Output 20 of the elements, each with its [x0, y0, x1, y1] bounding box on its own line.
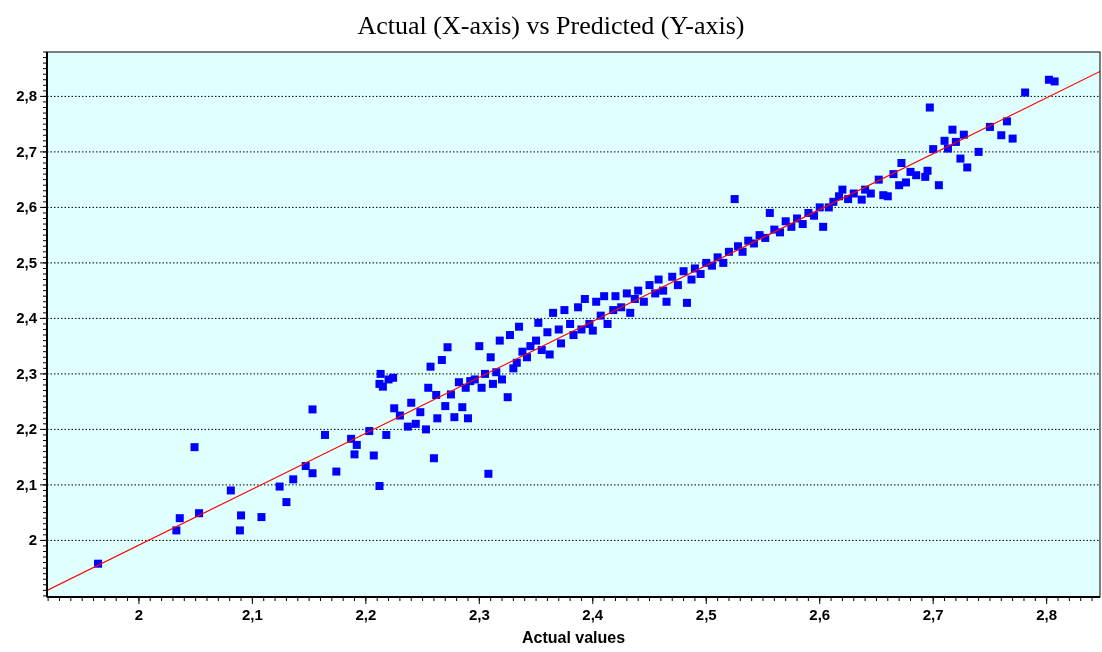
y-tick-label: 2,2 — [16, 420, 37, 438]
y-tick-label: 2,1 — [16, 475, 37, 493]
x-tick-label: 2,5 — [695, 606, 717, 623]
y-tick-label: 2,8 — [16, 87, 37, 105]
y-tick-label: 2,7 — [16, 142, 37, 160]
y-tick-label: 2 — [28, 531, 37, 549]
x-tick-label: 2,1 — [241, 606, 263, 623]
y-tick-label: 2,3 — [16, 364, 37, 382]
y-tick-label: 2,5 — [16, 253, 37, 271]
x-tick-label: 2 — [134, 606, 144, 623]
x-tick-label: 2,2 — [355, 606, 377, 623]
x-tick-label: 2,7 — [922, 606, 944, 623]
y-tick-label: 2,4 — [16, 309, 38, 327]
chart-title: Actual (X-axis) vs Predicted (Y-axis) — [357, 11, 745, 40]
x-tick-label: 2,3 — [468, 606, 490, 623]
x-tick-label: 2,4 — [582, 606, 604, 623]
x-tick-label: 2,8 — [1036, 606, 1058, 623]
x-tick-label: 2,6 — [809, 606, 831, 623]
x-axis-title: Actual values — [521, 629, 626, 646]
y-tick-label: 2,6 — [16, 198, 37, 216]
